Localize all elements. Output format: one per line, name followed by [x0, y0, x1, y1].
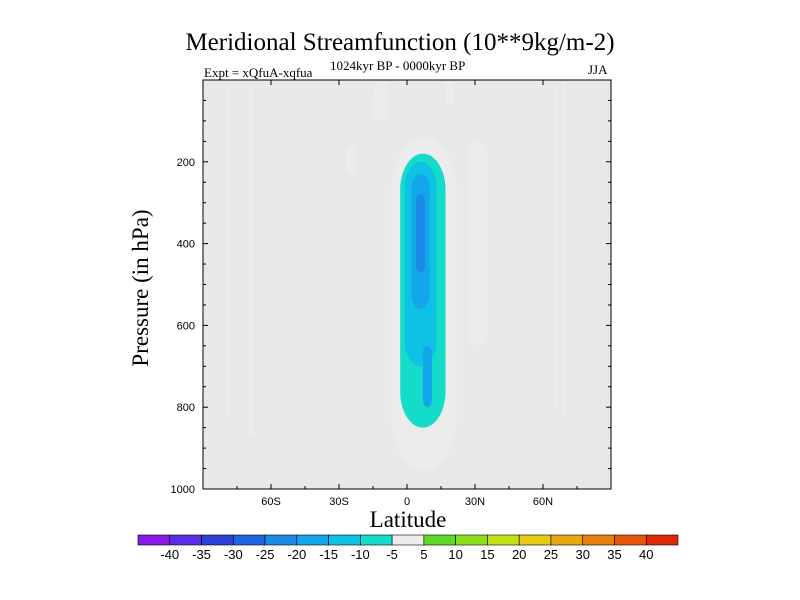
y-tick-label-0: 200 — [177, 157, 195, 169]
colorbar-swatch-10 — [455, 534, 488, 546]
colorbar-label-9: 10 — [448, 547, 462, 562]
contour-region-9 — [422, 345, 432, 408]
experiment-label: Expt = xQfuA-xqfua — [204, 65, 313, 80]
colorbar-label-12: 25 — [544, 547, 558, 562]
colorbar-label-11: 20 — [512, 547, 526, 562]
colorbar-swatch-8 — [391, 534, 425, 546]
colorbar-label-10: 15 — [480, 547, 494, 562]
y-tick-label-3: 800 — [177, 402, 195, 414]
colorbar: -40 -35 -30 -25 -20 -15 -10 -5 5 10 15 20 25 30 35 40 — [137, 534, 679, 562]
axis-ticks: 60S 30S 0 30N 60N 200 400 600 800 1000 — [171, 80, 611, 508]
contour-region-2 — [345, 145, 355, 175]
colorbar-label-2: -30 — [224, 547, 243, 562]
colorbar-label-7: -5 — [386, 547, 398, 562]
colorbar-label-13: 30 — [575, 547, 589, 562]
colorbar-swatch-11 — [487, 534, 520, 546]
colorbar-swatch-2 — [201, 534, 234, 546]
x-tick-label-1: 30S — [329, 496, 349, 508]
y-tick-label-2: 600 — [177, 320, 195, 332]
colorbar-swatch-14 — [582, 534, 615, 546]
colorbar-swatch-1 — [169, 534, 202, 546]
colorbar-swatch-15 — [614, 534, 647, 546]
x-tick-label-0: 60S — [261, 496, 281, 508]
colorbar-label-14: 35 — [607, 547, 621, 562]
colorbar-label-5: -15 — [319, 547, 338, 562]
chart-title: Meridional Streamfunction (10**9kg/m-2) — [185, 29, 615, 56]
season-label: JJA — [588, 62, 608, 77]
colorbar-label-4: -20 — [287, 547, 306, 562]
colorbar-swatch-6 — [328, 534, 361, 546]
colorbar-swatch-5 — [296, 534, 329, 546]
x-axis-label: Latitude — [369, 507, 447, 532]
contour-regions — [225, 80, 566, 471]
colorbar-label-1: -35 — [192, 547, 211, 562]
contour-region-1 — [248, 88, 253, 436]
x-tick-label-4: 60N — [533, 496, 553, 508]
colorbar-label-3: -25 — [256, 547, 275, 562]
contour-region-10 — [373, 80, 389, 121]
contour-region-8 — [416, 194, 426, 273]
y-tick-label-1: 400 — [177, 239, 195, 251]
chart-subtitle: 1024kyr BP - 0000kyr BP — [330, 58, 466, 73]
colorbar-label-0: -40 — [160, 547, 179, 562]
colorbar-label-8: 5 — [420, 547, 427, 562]
contour-region-12 — [468, 141, 489, 346]
colorbar-swatch-9 — [423, 534, 456, 546]
contour-region-4 — [554, 88, 559, 408]
colorbar-swatch-3 — [232, 534, 266, 546]
colorbar-swatch-4 — [264, 534, 298, 546]
colorbar-label-15: 40 — [639, 547, 653, 562]
colorbar-swatch-13 — [550, 534, 584, 546]
colorbar-swatch-12 — [518, 534, 552, 546]
contour-region-13 — [563, 80, 566, 416]
colorbar-swatch-0 — [137, 534, 171, 546]
y-tick-label-4: 1000 — [171, 484, 195, 496]
colorbar-swatch-16 — [645, 534, 679, 546]
x-tick-label-3: 30N — [465, 496, 485, 508]
x-tick-label-2: 0 — [404, 496, 410, 508]
colorbar-label-6: -10 — [351, 547, 370, 562]
colorbar-swatch-7 — [360, 534, 393, 546]
contour-region-0 — [225, 88, 231, 416]
contour-region-11 — [445, 80, 455, 105]
